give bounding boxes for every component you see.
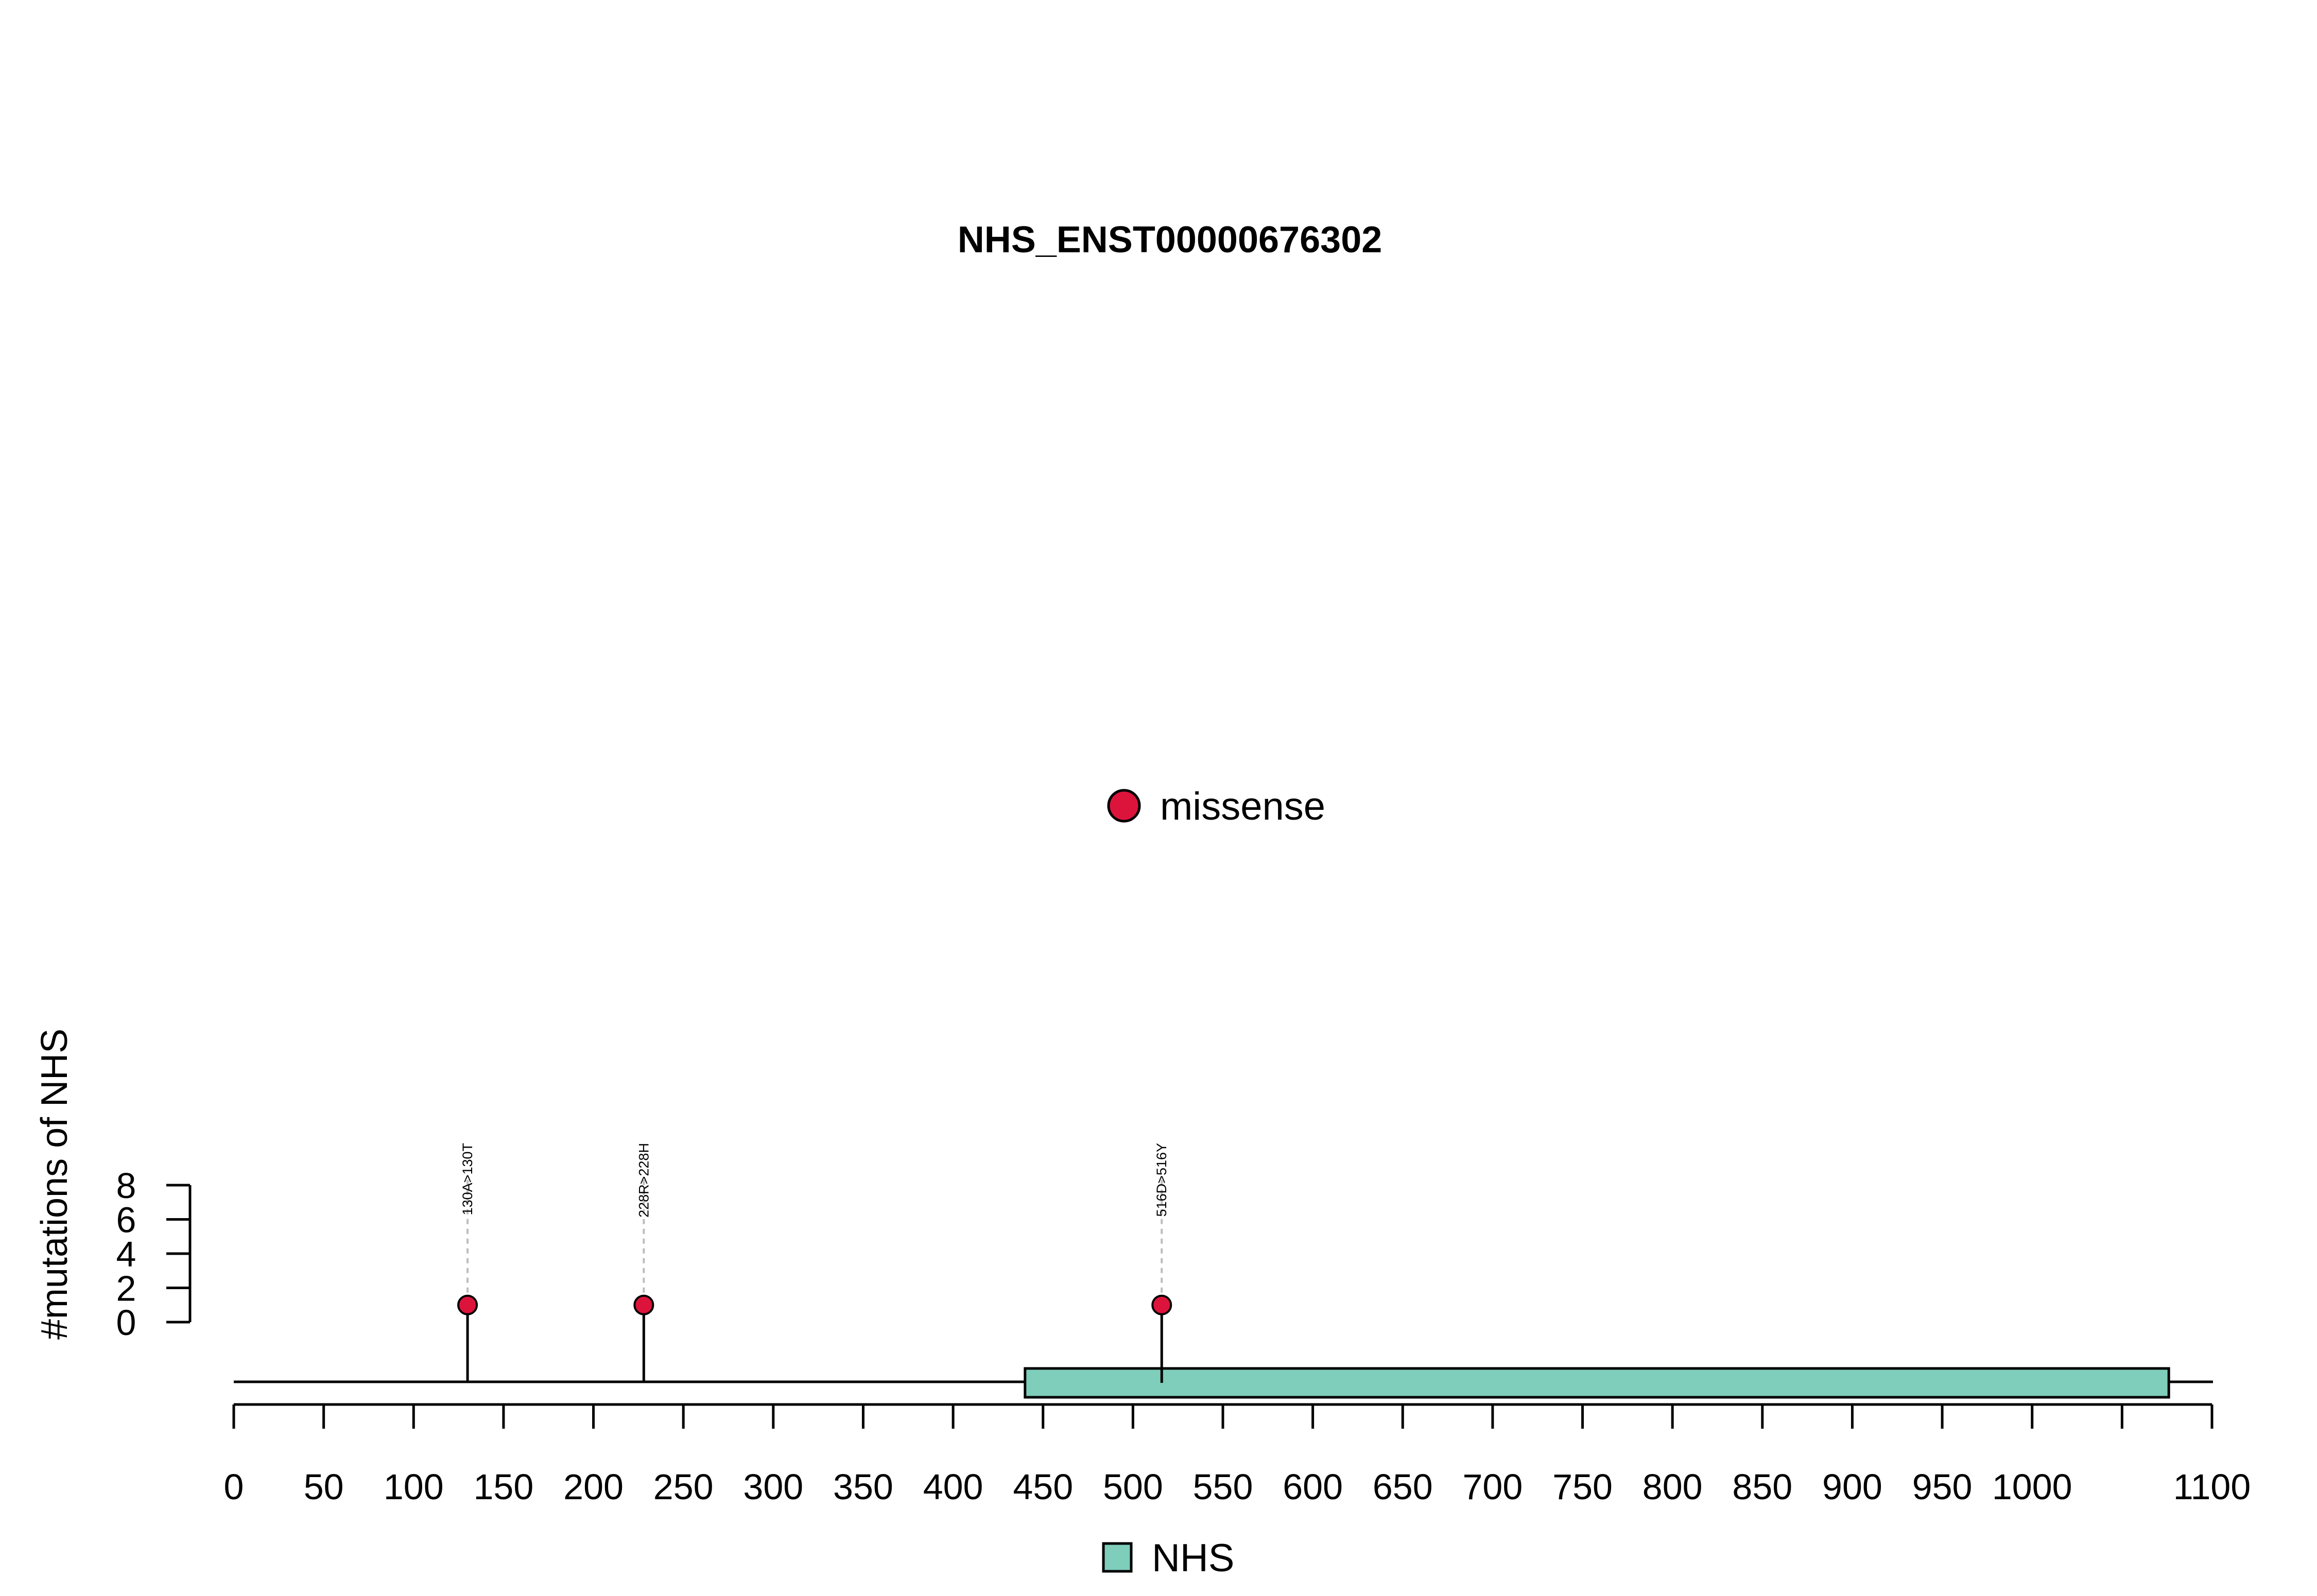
mutation-legend: missense bbox=[1107, 785, 1325, 828]
domain-legend-label: NHS bbox=[1152, 1536, 1234, 1580]
mutation-layer: 130A>130T 228R>228H 516D>516Y bbox=[457, 1143, 1172, 1383]
mutation-516: 516D>516Y bbox=[1151, 1143, 1172, 1383]
x-tick-label-650: 650 bbox=[1373, 1467, 1433, 1507]
mutation-228: 228R>228H bbox=[633, 1143, 654, 1383]
x-tick-label-0: 0 bbox=[224, 1467, 244, 1507]
domain-nhs bbox=[1024, 1367, 2170, 1399]
y-tick-label-8: 8 bbox=[116, 1166, 136, 1206]
x-tick-label-450: 450 bbox=[1013, 1467, 1073, 1507]
mutation-label: 130A>130T bbox=[460, 1143, 475, 1215]
x-tick-label-900: 900 bbox=[1822, 1467, 1882, 1507]
x-tick-label-350: 350 bbox=[833, 1467, 893, 1507]
y-tick-label-2: 2 bbox=[116, 1269, 136, 1309]
mutation-legend-item-missense: missense bbox=[1107, 785, 1325, 828]
x-tick-label-1000: 1000 bbox=[1992, 1467, 2072, 1507]
x-tick-label-550: 550 bbox=[1193, 1467, 1253, 1507]
x-tick-label-100: 100 bbox=[384, 1467, 444, 1507]
mutation-point bbox=[457, 1294, 478, 1315]
x-tick-label-700: 700 bbox=[1463, 1467, 1523, 1507]
x-tick-label-850: 850 bbox=[1732, 1467, 1792, 1507]
chart-title: NHS_ENST00000676302 bbox=[958, 219, 1382, 261]
x-tick-label-250: 250 bbox=[653, 1467, 714, 1507]
x-axis: 0 50 100 150 200 250 300 350 400 450 500 550 600 650 7… bbox=[224, 1403, 2251, 1507]
mutation-point bbox=[1151, 1294, 1172, 1315]
mutation-legend-swatch bbox=[1107, 789, 1141, 823]
x-tick-label-500: 500 bbox=[1103, 1467, 1163, 1507]
y-tick-label-4: 4 bbox=[116, 1234, 136, 1274]
y-tick-label-0: 0 bbox=[116, 1303, 136, 1343]
domain-legend-item-nhs: NHS bbox=[1102, 1536, 1234, 1580]
x-tick-label-200: 200 bbox=[563, 1467, 624, 1507]
mutation-130: 130A>130T bbox=[457, 1143, 478, 1383]
x-tick-label-50: 50 bbox=[304, 1467, 344, 1507]
domain-legend: NHS bbox=[1102, 1536, 1234, 1580]
x-tick-label-750: 750 bbox=[1552, 1467, 1613, 1507]
mutation-point bbox=[633, 1294, 654, 1315]
x-tick-label-300: 300 bbox=[743, 1467, 803, 1507]
domain-legend-swatch bbox=[1102, 1542, 1133, 1573]
mutation-label: 228R>228H bbox=[636, 1143, 651, 1218]
x-tick-label-400: 400 bbox=[923, 1467, 983, 1507]
mutation-label: 516D>516Y bbox=[1154, 1143, 1169, 1217]
x-tick-label-150: 150 bbox=[474, 1467, 534, 1507]
x-tick-label-950: 950 bbox=[1912, 1467, 1973, 1507]
mutation-legend-label: missense bbox=[1160, 785, 1325, 828]
y-axis-label: #mutations of NHS bbox=[34, 1029, 75, 1340]
x-tick-label-600: 600 bbox=[1283, 1467, 1343, 1507]
x-tick-label-800: 800 bbox=[1642, 1467, 1703, 1507]
x-tick-label-1100: 1100 bbox=[2173, 1467, 2251, 1507]
y-tick-label-6: 6 bbox=[116, 1200, 136, 1240]
domain-layer bbox=[1024, 1367, 2170, 1399]
